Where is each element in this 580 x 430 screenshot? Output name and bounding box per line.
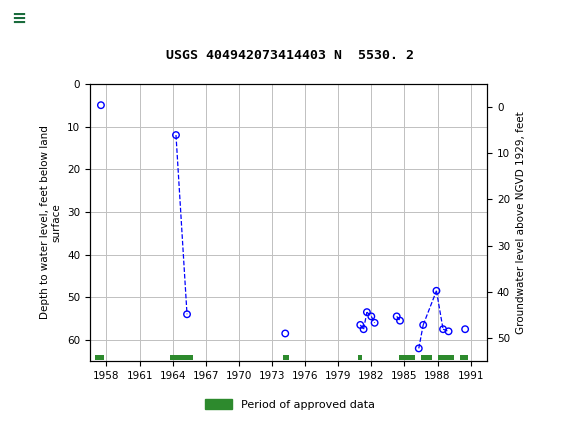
- Y-axis label: Groundwater level above NGVD 1929, feet: Groundwater level above NGVD 1929, feet: [516, 111, 525, 334]
- Bar: [421, 355, 432, 360]
- Y-axis label: Depth to water level, feet below land
surface: Depth to water level, feet below land su…: [40, 126, 61, 319]
- Point: [432, 287, 441, 294]
- Bar: [459, 355, 469, 360]
- Text: USGS: USGS: [41, 12, 88, 27]
- Point: [392, 313, 401, 320]
- FancyBboxPatch shape: [6, 4, 64, 35]
- Point: [461, 326, 470, 333]
- Bar: [283, 355, 289, 360]
- Bar: [437, 355, 454, 360]
- Bar: [96, 355, 104, 360]
- Point: [370, 319, 379, 326]
- Bar: [171, 355, 193, 360]
- Point: [438, 326, 448, 333]
- Point: [367, 313, 376, 320]
- Point: [414, 345, 423, 352]
- Point: [359, 326, 368, 333]
- Text: ≡: ≡: [12, 10, 27, 28]
- Point: [356, 322, 365, 329]
- Legend: Period of approved data: Period of approved data: [200, 394, 380, 414]
- Point: [396, 317, 405, 324]
- Point: [362, 309, 372, 316]
- Bar: [358, 355, 362, 360]
- Point: [444, 328, 453, 335]
- Bar: [399, 355, 415, 360]
- Point: [419, 322, 428, 329]
- Point: [182, 311, 191, 318]
- Point: [96, 102, 106, 109]
- Text: USGS 404942073414403 N  5530. 2: USGS 404942073414403 N 5530. 2: [166, 49, 414, 62]
- Point: [171, 132, 180, 138]
- Point: [281, 330, 290, 337]
